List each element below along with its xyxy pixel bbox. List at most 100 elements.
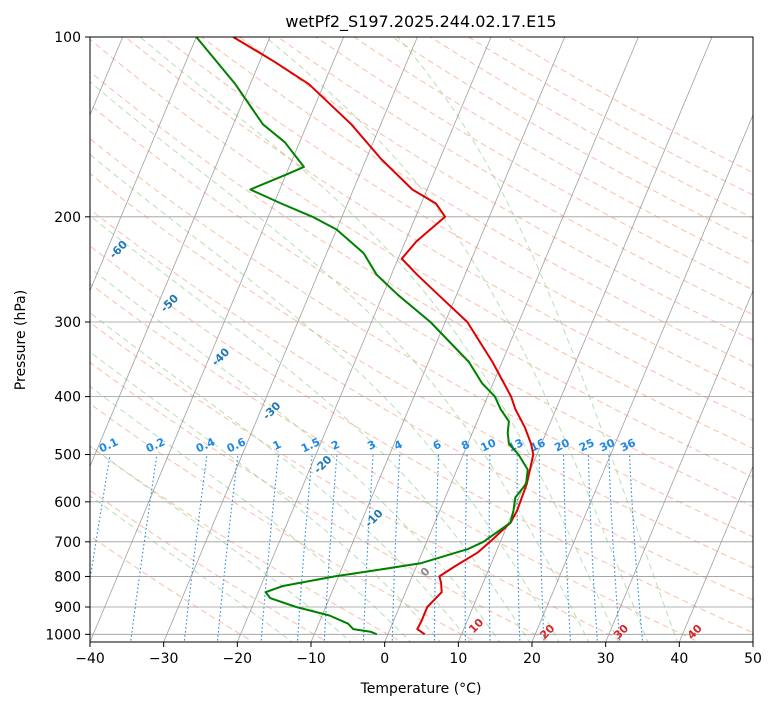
moist-adiabat-line xyxy=(265,37,649,642)
mixing-ratio-label: 8 xyxy=(459,438,471,453)
x-tick-label: −20 xyxy=(223,651,253,667)
mixing-ratio-line xyxy=(183,454,208,642)
y-tick-label: 800 xyxy=(54,569,81,585)
moist-adiabat-line xyxy=(90,351,441,642)
dry-adiabat-line xyxy=(90,283,701,642)
y-tick-label: 200 xyxy=(54,210,81,226)
mixing-ratio-line xyxy=(90,454,111,584)
mixing-ratio-label: 0.2 xyxy=(144,435,167,455)
mixing-ratio-label: 1 xyxy=(271,438,283,453)
mixing-ratio-label: 3 xyxy=(365,438,377,453)
y-tick-label: 1000 xyxy=(45,627,81,643)
isotherm-grid xyxy=(90,37,753,642)
mixing-ratio-line xyxy=(130,454,158,642)
moist-adiabat-line xyxy=(139,37,619,642)
y-tick-label: 900 xyxy=(54,600,81,616)
moist-adiabat-label: 20 xyxy=(537,622,557,642)
isotherm-line xyxy=(752,640,753,642)
temperature-profile-line xyxy=(232,37,535,636)
dry-adiabat-line xyxy=(90,445,403,642)
moist-adiabat-label: -80 xyxy=(5,130,28,153)
mixing-ratio-label: 30 xyxy=(598,436,618,454)
isotherm-line xyxy=(384,37,639,642)
dry-adiabats xyxy=(90,37,753,642)
moist-adiabat-line xyxy=(90,153,560,642)
dry-adiabat-line xyxy=(239,37,753,341)
dry-adiabat-line xyxy=(90,321,626,642)
x-tick-label: 40 xyxy=(670,651,688,667)
isotherm-line xyxy=(90,37,197,292)
x-tick-label: −10 xyxy=(296,651,326,667)
mixing-ratio-line xyxy=(433,454,440,642)
chart-title: wetPf2_S197.2025.244.02.17.E15 xyxy=(285,12,556,32)
moist-adiabat-line xyxy=(90,267,501,642)
isotherm-line xyxy=(531,113,753,642)
mixing-ratio-line xyxy=(216,454,239,642)
y-tick-label: 100 xyxy=(54,30,81,46)
mixing-ratio-line xyxy=(628,454,644,642)
mixing-ratio-line xyxy=(538,454,545,642)
moist-adiabat-label: 30 xyxy=(611,622,631,642)
dry-adiabat-line xyxy=(353,37,753,266)
x-axis-ticks: −40 −30 −20 −10 0 10 20 30 40 50 xyxy=(75,642,762,667)
dry-adiabat-line xyxy=(430,37,753,219)
mixing-ratio-line xyxy=(488,454,491,642)
x-tick-label: 0 xyxy=(380,651,389,667)
y-tick-label: 500 xyxy=(54,448,81,464)
moist-adiabat-label: 0 xyxy=(418,565,433,580)
mixing-ratio-line xyxy=(516,454,521,642)
mixing-ratio-line xyxy=(587,454,598,642)
dry-adiabat-line xyxy=(163,37,753,394)
mixing-ratio-label: 10 xyxy=(479,436,499,454)
moist-adiabat-label: -70 xyxy=(56,184,79,207)
mixing-ratio-line xyxy=(563,454,571,642)
y-axis-ticks: 1000 900 800 700 600 500 400 300 200 100 xyxy=(45,30,90,643)
y-axis-label: Pressure (hPa) xyxy=(13,290,29,390)
mixing-ratio-label: 20 xyxy=(552,436,572,454)
isotherm-line xyxy=(457,37,713,642)
x-tick-label: −30 xyxy=(149,651,179,667)
moist-adiabat-label: 40 xyxy=(685,622,705,642)
moist-adiabat-label: 10 xyxy=(466,616,486,636)
x-tick-label: 30 xyxy=(597,651,615,667)
dry-adiabat-line xyxy=(90,403,478,642)
moist-adiabat-line xyxy=(90,385,412,642)
mixing-ratio-label: 0.6 xyxy=(225,435,248,455)
dry-adiabat-line xyxy=(124,37,753,421)
y-tick-label: 300 xyxy=(54,315,81,331)
moist-adiabat-line xyxy=(90,215,530,642)
plot-area: 0.10.20.40.611.52346810131620253036-100-… xyxy=(5,37,753,642)
isotherm-line xyxy=(90,37,271,468)
mixing-ratio-label: 0.1 xyxy=(97,435,120,455)
plot-frame xyxy=(89,36,754,643)
isotherm-line xyxy=(678,465,753,642)
x-tick-label: 10 xyxy=(449,651,467,667)
dry-adiabat-line xyxy=(506,37,753,174)
dry-adiabat-line xyxy=(90,245,753,634)
mixing-ratio-label: 2 xyxy=(329,438,341,453)
dry-adiabat-line xyxy=(90,489,329,642)
x-tick-label: 50 xyxy=(744,651,762,667)
mixing-ratio-label: 25 xyxy=(577,436,596,454)
pressure-grid xyxy=(90,37,753,635)
dry-adiabat-line xyxy=(90,138,753,538)
dry-adiabat-line xyxy=(277,37,753,316)
x-axis-label: Temperature (°C) xyxy=(360,681,482,697)
moist-adiabat-line xyxy=(397,37,678,642)
dry-adiabat-line xyxy=(90,208,753,601)
moist-adiabat-line xyxy=(90,312,471,642)
isotherm-line xyxy=(605,289,753,642)
mixing-ratio-label: 4 xyxy=(392,438,405,453)
y-tick-label: 400 xyxy=(54,390,81,406)
mixing-ratio-label: 36 xyxy=(618,436,638,454)
line-labels: 0.10.20.40.611.52346810131620253036-100-… xyxy=(5,130,705,642)
moist-adiabat-line xyxy=(90,81,590,642)
y-tick-label: 600 xyxy=(54,495,81,511)
dry-adiabat-line xyxy=(315,37,753,291)
isotherm-line xyxy=(163,37,418,642)
moist-adiabat-line xyxy=(90,495,293,642)
dry-adiabat-line xyxy=(90,104,753,508)
moist-adiabat-line xyxy=(90,444,353,642)
dry-adiabat-line xyxy=(468,37,753,196)
